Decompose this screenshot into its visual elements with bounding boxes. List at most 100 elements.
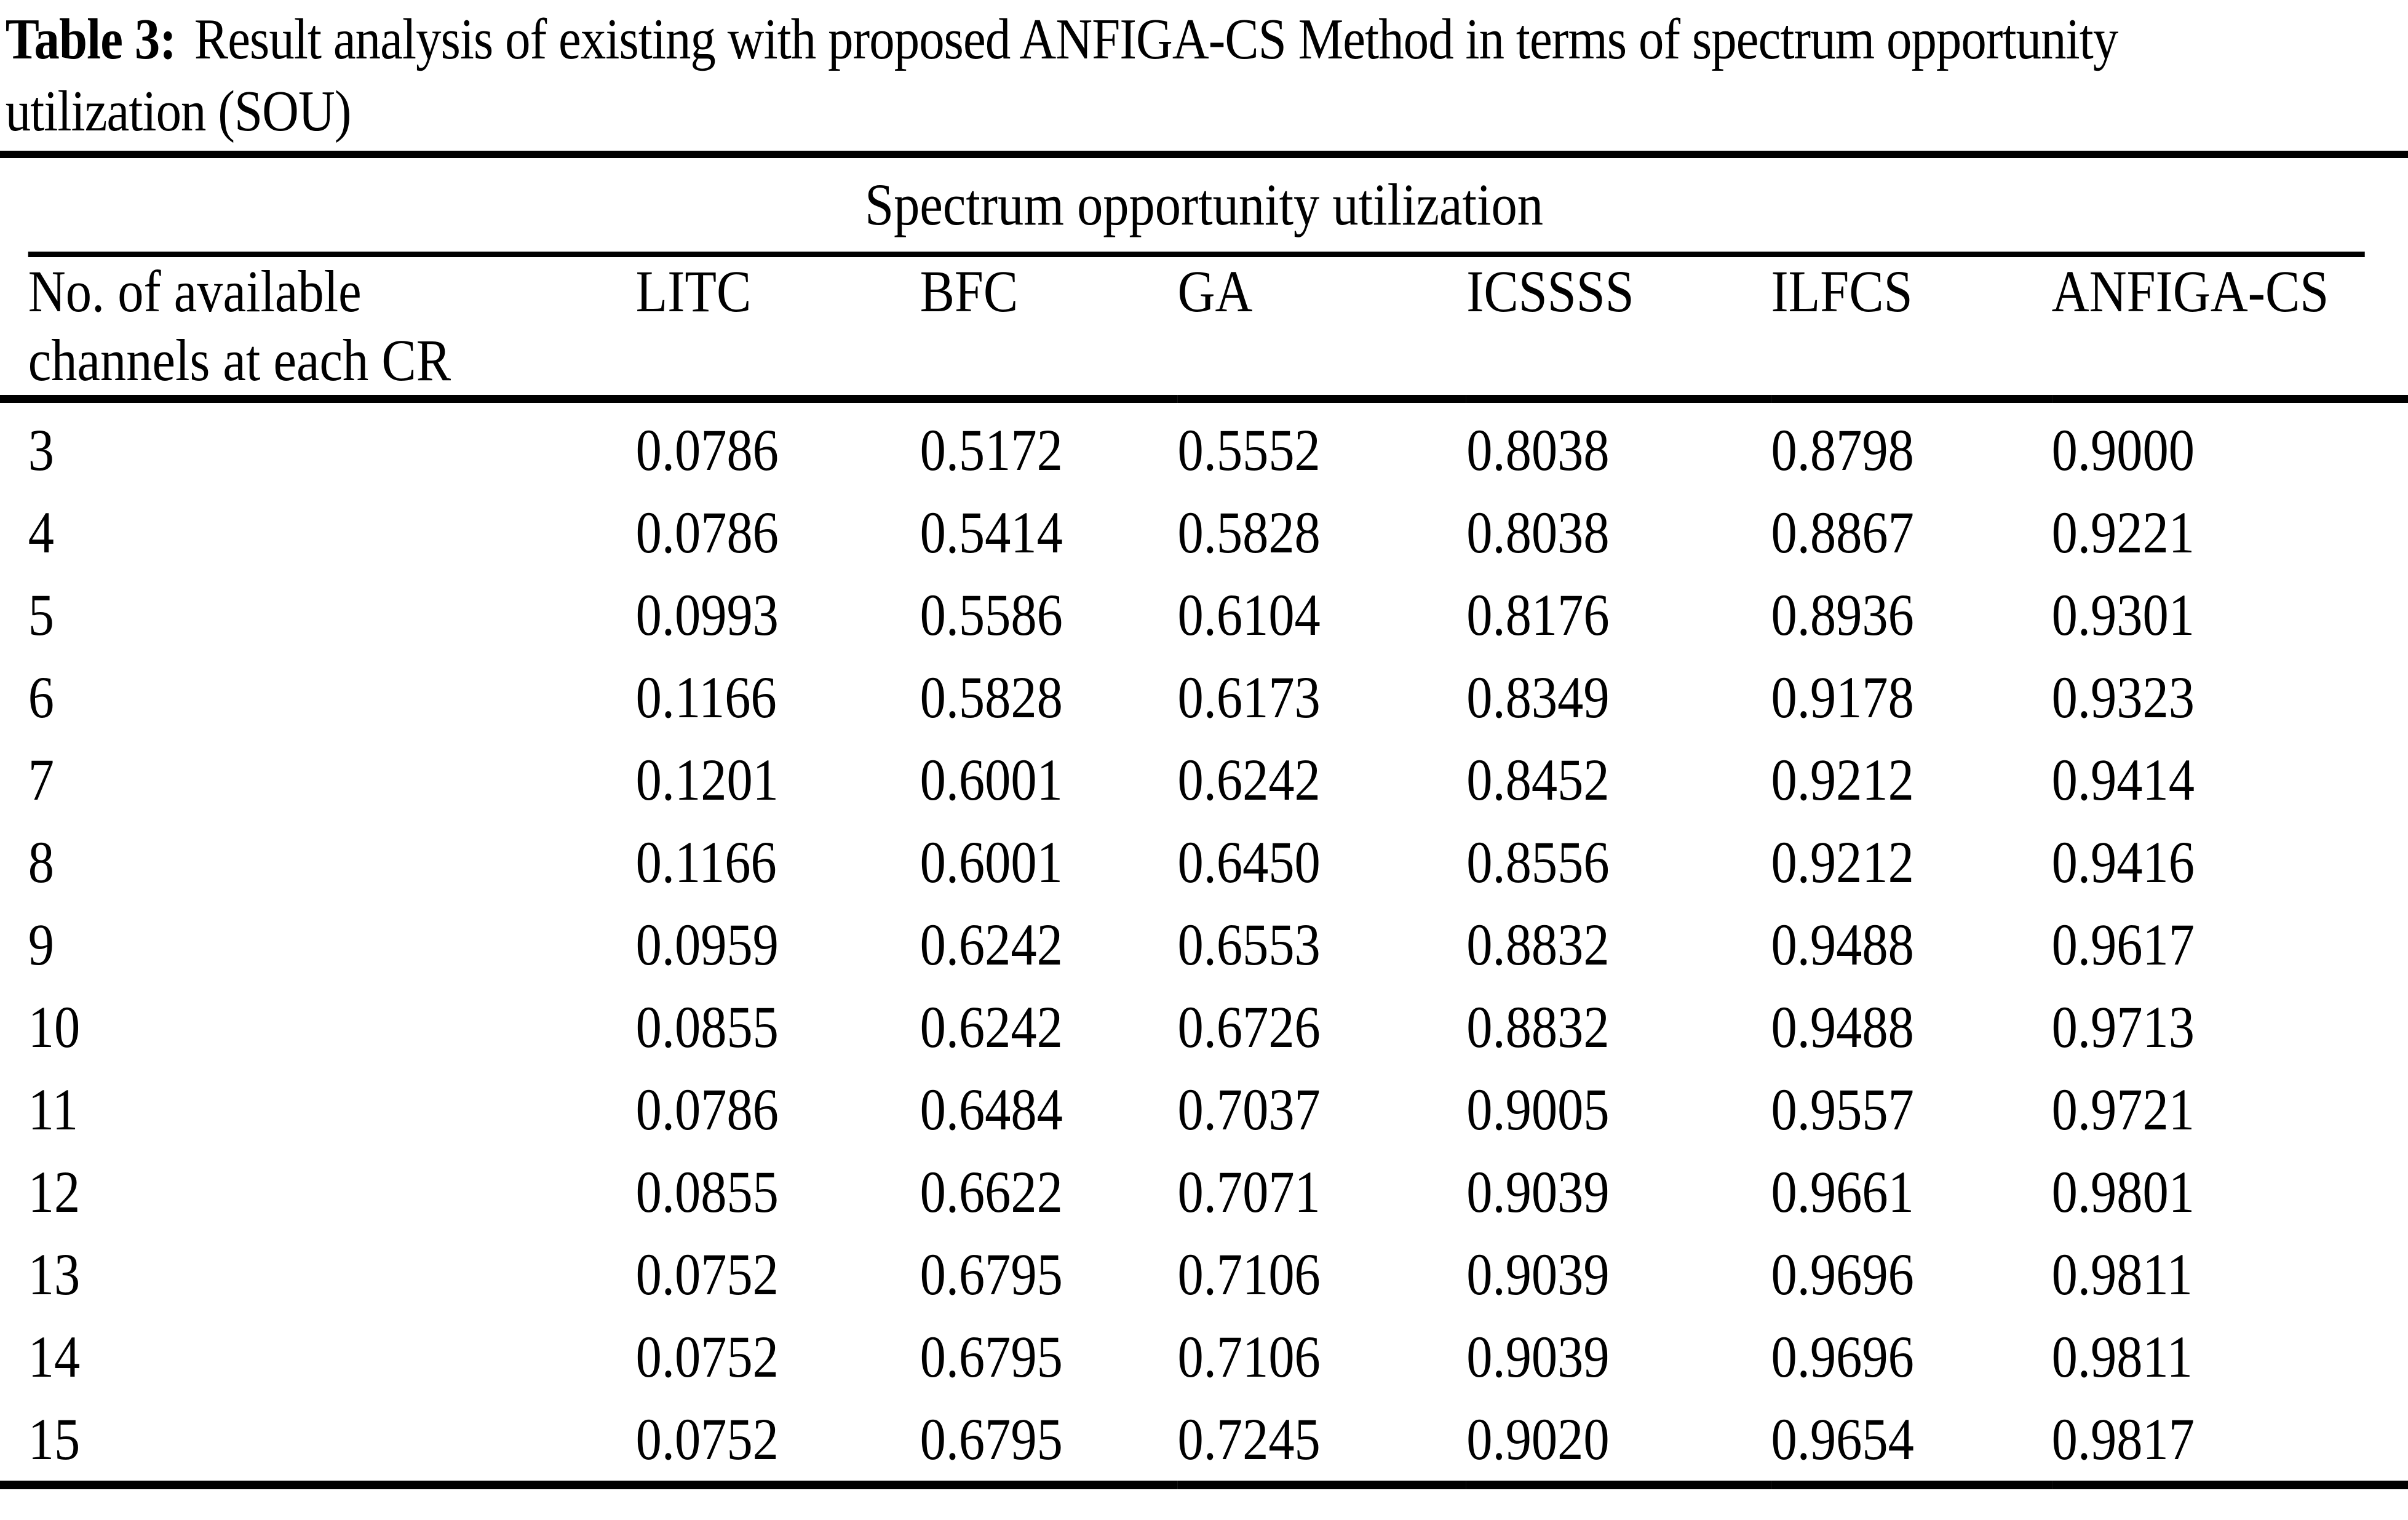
table-caption: Table 3: Result analysis of existing with…	[0, 0, 2408, 151]
table-row: 15 0.0752 0.6795 0.7245 0.9020 0.9654 0.9817	[0, 1398, 2408, 1485]
table-row: 4 0.0786 0.5414 0.5828 0.8038 0.8867 0.9221	[0, 491, 2408, 574]
value-cell: 0.9557	[1771, 1076, 1914, 1142]
value-cell: 0.7245	[1177, 1406, 1321, 1472]
value-cell: 0.7037	[1177, 1076, 1321, 1142]
top-rule	[0, 151, 2408, 158]
value-cell: 0.8936	[1771, 582, 1914, 648]
value-cell: 0.6173	[1177, 664, 1321, 730]
value-cell: 0.6242	[920, 994, 1063, 1060]
table-row: 6 0.1166 0.5828 0.6173 0.8349 0.9178 0.9323	[0, 656, 2408, 739]
channels-cell: 6	[28, 664, 54, 730]
value-cell: 0.1166	[635, 664, 777, 730]
value-cell: 0.0786	[635, 1076, 779, 1142]
value-cell: 0.9005	[1466, 1076, 1610, 1142]
channels-cell: 10	[28, 994, 81, 1060]
value-cell: 0.9020	[1466, 1406, 1610, 1472]
table-row: 11 0.0786 0.6484 0.7037 0.9005 0.9557 0.9721	[0, 1068, 2408, 1151]
value-cell: 0.8038	[1466, 417, 1610, 483]
value-cell: 0.7106	[1177, 1241, 1321, 1307]
results-table: No. of available channels at each CR LIT…	[0, 257, 2408, 1489]
channels-cell: 5	[28, 582, 54, 648]
value-cell: 0.9661	[1771, 1159, 1914, 1225]
row-header-channels: No. of available channels at each CR	[0, 257, 636, 403]
value-cell: 0.9212	[1771, 829, 1914, 895]
value-cell: 0.5414	[920, 499, 1063, 565]
channels-cell: 8	[28, 829, 54, 895]
column-header-ga: GA	[1177, 257, 1467, 403]
value-cell: 0.9039	[1466, 1159, 1610, 1225]
value-cell: 0.6242	[920, 912, 1063, 977]
value-cell: 0.8832	[1466, 912, 1610, 977]
table-row: 10 0.0855 0.6242 0.6726 0.8832 0.9488 0.9713	[0, 986, 2408, 1068]
value-cell: 0.6104	[1177, 582, 1321, 648]
table-row: 5 0.0993 0.5586 0.6104 0.8176 0.8936 0.9301	[0, 574, 2408, 656]
value-cell: 0.9811	[2051, 1324, 2193, 1390]
value-cell: 0.9617	[2051, 912, 2195, 977]
column-header-anfiga-cs: ANFIGA-CS	[2051, 257, 2408, 403]
value-cell: 0.9416	[2051, 829, 2195, 895]
page-content: Table 3: Result analysis of existing with…	[0, 0, 2408, 1489]
value-cell: 0.6484	[920, 1076, 1063, 1142]
table-row: 13 0.0752 0.6795 0.7106 0.9039 0.9696 0.9811	[0, 1233, 2408, 1316]
value-cell: 0.5172	[920, 417, 1063, 483]
value-cell: 0.1201	[635, 747, 779, 813]
value-cell: 0.8832	[1466, 994, 1610, 1060]
value-cell: 0.9817	[2051, 1406, 2195, 1472]
value-cell: 0.9178	[1771, 664, 1914, 730]
value-cell: 0.6795	[920, 1324, 1063, 1390]
value-cell: 0.9801	[2051, 1159, 2195, 1225]
value-cell: 0.7071	[1177, 1159, 1321, 1225]
value-cell: 0.8349	[1466, 664, 1610, 730]
value-cell: 0.6001	[920, 829, 1063, 895]
value-cell: 0.7106	[1177, 1324, 1321, 1390]
value-cell: 0.9811	[2051, 1241, 2193, 1307]
value-cell: 0.0855	[635, 1159, 779, 1225]
value-cell: 0.9713	[2051, 994, 2195, 1060]
value-cell: 0.6795	[920, 1241, 1063, 1307]
value-cell: 0.0752	[635, 1406, 779, 1472]
value-cell: 0.9414	[2051, 747, 2195, 813]
value-cell: 0.6001	[920, 747, 1063, 813]
table-row: 14 0.0752 0.6795 0.7106 0.9039 0.9696 0.9811	[0, 1316, 2408, 1398]
channels-cell: 14	[28, 1324, 81, 1390]
value-cell: 0.0855	[635, 994, 779, 1060]
value-cell: 0.9221	[2051, 499, 2195, 565]
value-cell: 0.0786	[635, 417, 779, 483]
value-cell: 0.9721	[2051, 1076, 2195, 1142]
spanner-heading: Spectrum opportunity utilization	[865, 172, 1543, 237]
column-header-row: No. of available channels at each CR LIT…	[0, 257, 2408, 403]
table-caption-text: Result analysis of existing with propose…	[5, 7, 2118, 143]
column-header-litc: LITC	[635, 257, 920, 403]
value-cell: 0.9301	[2051, 582, 2195, 648]
column-header-ilfcs: ILFCS	[1771, 257, 2052, 403]
table-row: 9 0.0959 0.6242 0.6553 0.8832 0.9488 0.9617	[0, 904, 2408, 986]
channels-cell: 11	[28, 1076, 79, 1142]
value-cell: 0.5586	[920, 582, 1063, 648]
value-cell: 0.8176	[1466, 582, 1610, 648]
value-cell: 0.9696	[1771, 1241, 1914, 1307]
value-cell: 0.8038	[1466, 499, 1610, 565]
value-cell: 0.5828	[920, 664, 1063, 730]
value-cell: 0.0993	[635, 582, 779, 648]
value-cell: 0.9039	[1466, 1324, 1610, 1390]
channels-cell: 7	[28, 747, 54, 813]
value-cell: 0.0786	[635, 499, 779, 565]
value-cell: 0.9000	[2051, 417, 2195, 483]
channels-cell: 4	[28, 499, 54, 565]
value-cell: 0.9488	[1771, 912, 1914, 977]
value-cell: 0.9323	[2051, 664, 2195, 730]
value-cell: 0.9039	[1466, 1241, 1610, 1307]
table-row: 3 0.0786 0.5172 0.5552 0.8038 0.8798 0.9000	[0, 399, 2408, 492]
table-caption-label: Table 3:	[5, 7, 177, 71]
channels-cell: 15	[28, 1406, 81, 1472]
value-cell: 0.9212	[1771, 747, 1914, 813]
table-row: 12 0.0855 0.6622 0.7071 0.9039 0.9661 0.9801	[0, 1151, 2408, 1233]
value-cell: 0.0959	[635, 912, 779, 977]
value-cell: 0.8798	[1771, 417, 1914, 483]
value-cell: 0.6242	[1177, 747, 1321, 813]
value-cell: 0.5552	[1177, 417, 1321, 483]
value-cell: 0.8556	[1466, 829, 1610, 895]
channels-cell: 13	[28, 1241, 81, 1307]
value-cell: 0.8452	[1466, 747, 1610, 813]
